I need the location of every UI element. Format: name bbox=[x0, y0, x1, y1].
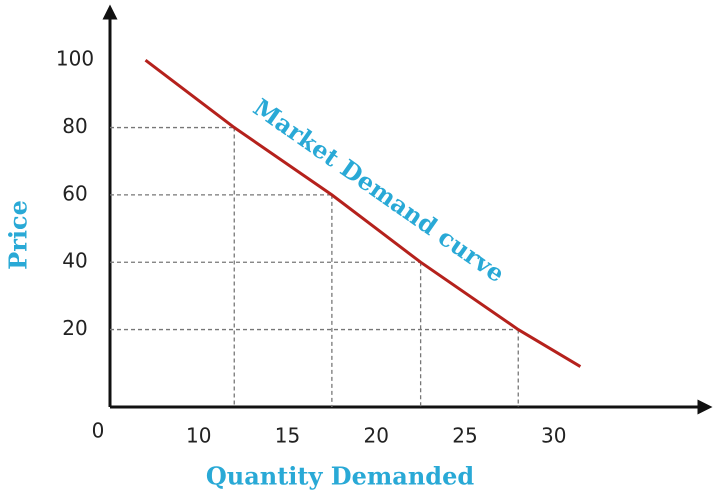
x-tick-label: 30 bbox=[541, 424, 566, 448]
y-tick-label: 20 bbox=[62, 316, 87, 340]
x-tick-label: 20 bbox=[364, 424, 389, 448]
annotation: Market Demand curve bbox=[248, 93, 510, 289]
origin-label: 0 bbox=[92, 419, 105, 443]
x-axis-title: Quantity Demanded bbox=[206, 462, 474, 491]
y-axis-title: Price bbox=[4, 200, 33, 270]
y-tick-label: 40 bbox=[62, 249, 87, 273]
x-tick-label: 10 bbox=[186, 424, 211, 448]
demand-line bbox=[144, 59, 582, 368]
y-tick-label: 60 bbox=[62, 181, 87, 205]
x-tick-label: 15 bbox=[275, 424, 300, 448]
y-tick-label: 80 bbox=[62, 114, 87, 138]
y-tick-label: 100 bbox=[56, 47, 94, 71]
x-tick-label: 25 bbox=[452, 424, 477, 448]
